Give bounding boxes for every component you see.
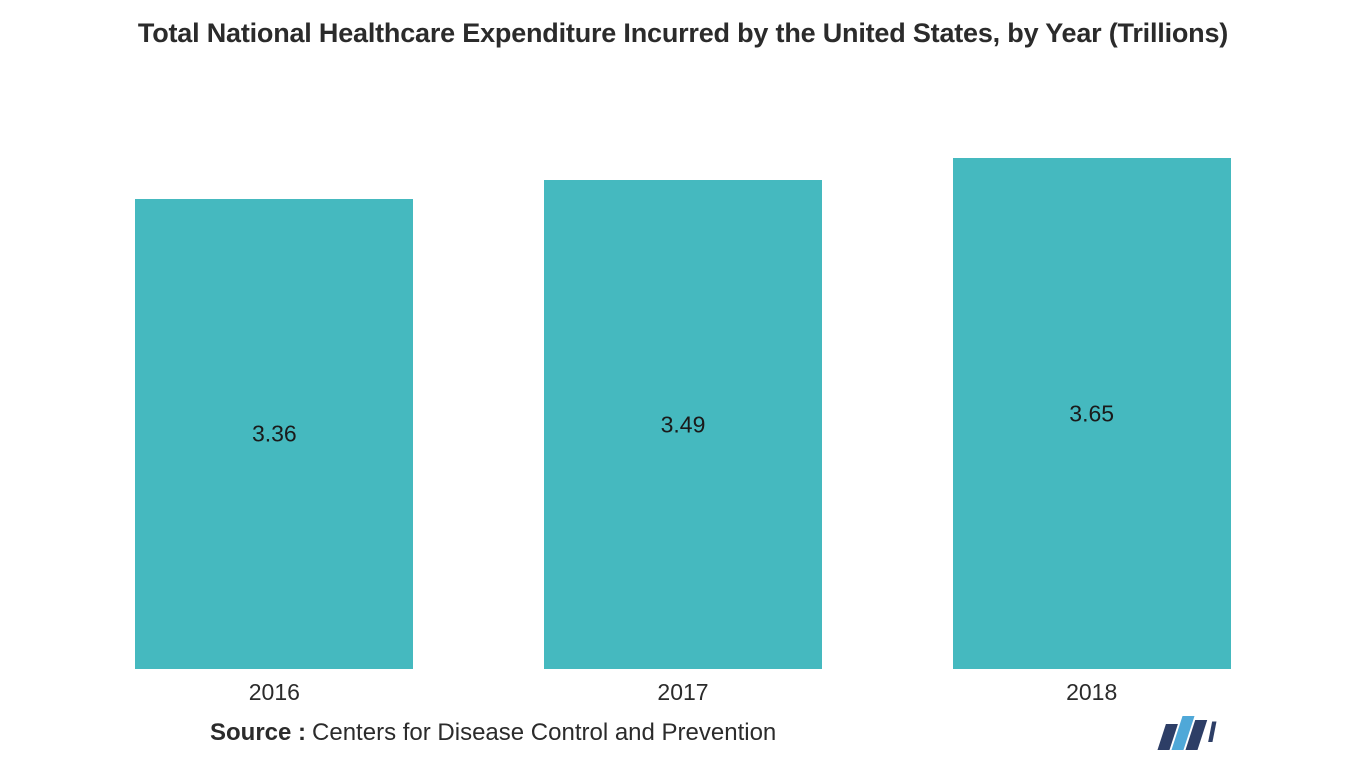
source-label: Source : xyxy=(210,719,306,747)
bar-group: 3.65 xyxy=(887,109,1296,669)
chart-container: Total National Healthcare Expenditure In… xyxy=(0,0,1366,768)
publisher-logo: I xyxy=(1163,716,1216,750)
bar: 3.36 xyxy=(135,199,413,669)
x-axis-tick-label: 2018 xyxy=(887,679,1296,706)
bar-group: 3.49 xyxy=(479,109,888,669)
source-citation: Source : Centers for Disease Control and… xyxy=(210,719,776,747)
x-axis-tick-label: 2016 xyxy=(70,679,479,706)
bar-value-label: 3.65 xyxy=(1069,400,1114,427)
x-axis-tick-label: 2017 xyxy=(479,679,888,706)
logo-letters: I xyxy=(1208,716,1216,750)
bar: 3.65 xyxy=(953,158,1231,669)
logo-bars-icon xyxy=(1157,716,1208,750)
source-value: Centers for Disease Control and Preventi… xyxy=(312,719,776,747)
chart-title: Total National Healthcare Expenditure In… xyxy=(30,18,1336,59)
bar-group: 3.36 xyxy=(70,109,479,669)
plot-area: 3.36 3.49 3.65 xyxy=(30,59,1336,669)
bar-value-label: 3.49 xyxy=(661,411,706,438)
bar: 3.49 xyxy=(544,180,822,669)
bar-value-label: 3.36 xyxy=(252,420,297,447)
x-axis-labels: 201620172018 xyxy=(30,669,1336,712)
source-row: Source : Centers for Disease Control and… xyxy=(30,712,1336,750)
